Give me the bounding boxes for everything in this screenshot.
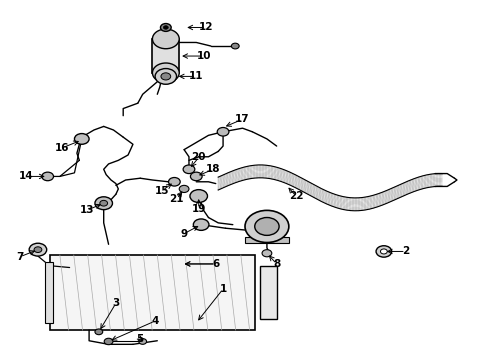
Circle shape: [161, 73, 171, 80]
Circle shape: [160, 23, 171, 31]
Bar: [152, 39, 179, 73]
Text: 2: 2: [402, 247, 410, 256]
Circle shape: [262, 249, 272, 257]
Text: 5: 5: [137, 334, 144, 344]
Circle shape: [179, 185, 189, 193]
Text: 13: 13: [79, 205, 94, 215]
Circle shape: [255, 217, 279, 235]
Text: 15: 15: [155, 186, 170, 196]
Text: 9: 9: [180, 229, 188, 239]
Circle shape: [169, 177, 180, 186]
Circle shape: [190, 190, 207, 203]
Circle shape: [104, 338, 113, 345]
Circle shape: [152, 29, 179, 49]
Circle shape: [376, 246, 392, 257]
Text: 11: 11: [189, 71, 203, 81]
Text: 4: 4: [151, 316, 159, 326]
Circle shape: [217, 127, 229, 136]
Text: 7: 7: [16, 252, 24, 262]
Text: 20: 20: [192, 153, 206, 162]
Circle shape: [245, 210, 289, 243]
Text: 16: 16: [55, 143, 70, 153]
Text: 6: 6: [212, 259, 220, 269]
Circle shape: [74, 134, 89, 144]
Circle shape: [191, 172, 202, 181]
Circle shape: [42, 172, 53, 181]
Circle shape: [231, 43, 239, 49]
Bar: [45, 262, 52, 323]
Circle shape: [152, 63, 179, 83]
Text: 3: 3: [112, 298, 120, 308]
Bar: [260, 266, 277, 319]
Bar: [50, 255, 255, 330]
Text: 10: 10: [196, 51, 211, 61]
Text: 22: 22: [289, 191, 303, 201]
Text: 8: 8: [273, 259, 280, 269]
Text: 18: 18: [206, 164, 220, 174]
Circle shape: [183, 165, 195, 174]
Text: 12: 12: [199, 22, 213, 32]
Bar: [245, 237, 289, 243]
Text: 21: 21: [170, 194, 184, 204]
Circle shape: [139, 339, 147, 344]
Circle shape: [95, 197, 113, 210]
Text: 14: 14: [19, 171, 33, 181]
Circle shape: [95, 329, 103, 335]
Circle shape: [155, 68, 176, 84]
Text: 17: 17: [235, 114, 250, 124]
Circle shape: [29, 243, 47, 256]
Circle shape: [100, 201, 108, 206]
Circle shape: [194, 219, 209, 230]
Circle shape: [163, 26, 168, 29]
Text: 19: 19: [192, 203, 206, 213]
Circle shape: [34, 247, 42, 252]
Circle shape: [380, 249, 387, 254]
Text: 1: 1: [220, 284, 227, 294]
